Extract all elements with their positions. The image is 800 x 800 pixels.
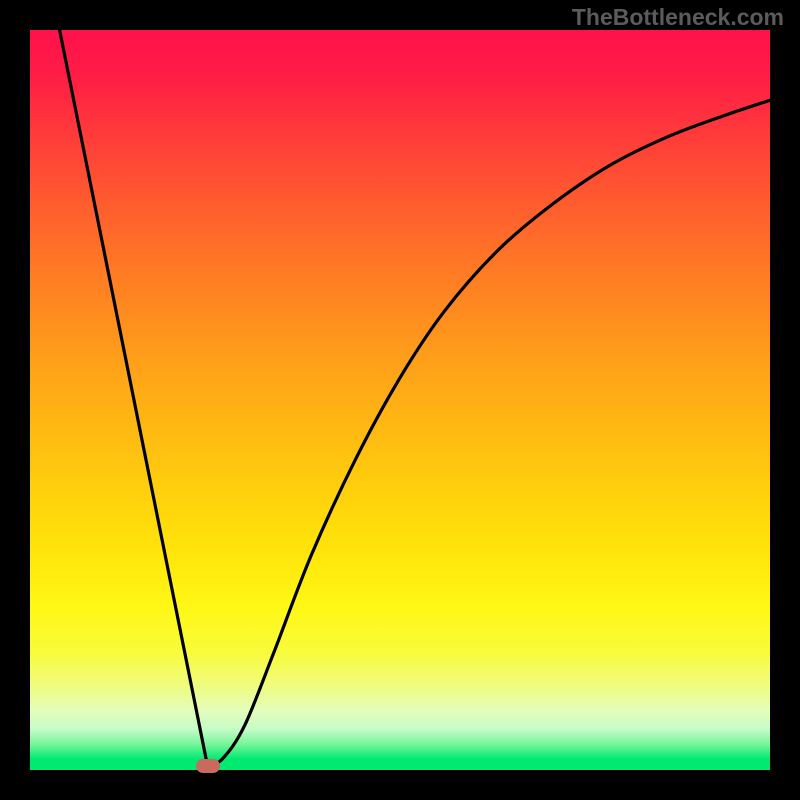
- chart-curve-svg: [30, 30, 770, 770]
- bottleneck-curve: [60, 30, 770, 766]
- chart-plot-area: [30, 30, 770, 770]
- watermark-text: TheBottleneck.com: [572, 4, 784, 31]
- optimum-marker: [196, 759, 220, 773]
